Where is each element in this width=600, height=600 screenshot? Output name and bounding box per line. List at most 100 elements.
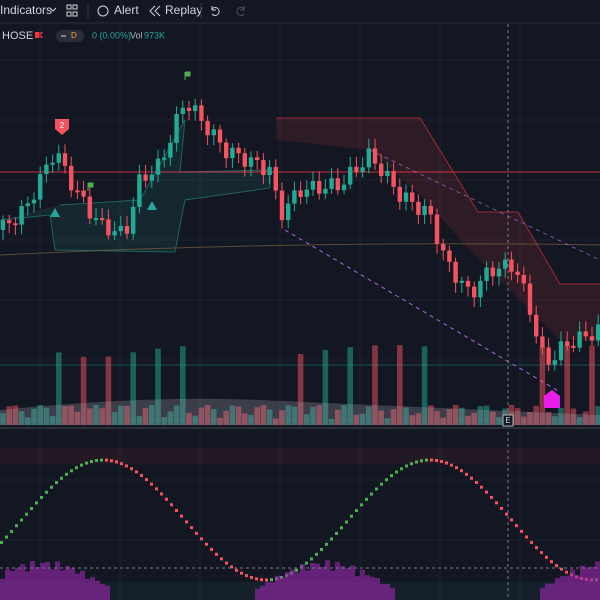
toolbar: Indicators Alert Replay xyxy=(0,3,245,19)
histogram-bar xyxy=(290,569,295,600)
candle-body xyxy=(112,231,117,236)
histogram-bar xyxy=(550,583,555,600)
candle-body xyxy=(521,274,526,284)
candle-body xyxy=(317,181,322,194)
candle-body xyxy=(248,157,254,167)
candle-body xyxy=(596,324,600,341)
oscillator-dot xyxy=(265,578,268,582)
histogram-bar xyxy=(40,563,45,600)
oscillator-dot xyxy=(405,464,408,468)
dropdown-arrow[interactable] xyxy=(49,7,57,12)
oscillator-dot xyxy=(20,518,23,522)
volume-bar xyxy=(242,413,248,425)
volume-bar xyxy=(204,405,211,425)
volume-bar xyxy=(335,409,341,425)
oscillator-dot xyxy=(260,578,263,582)
candle-body xyxy=(137,174,142,207)
volume-bar xyxy=(192,415,198,425)
symbol-legend: HOSE D 0 (0.00%) Vol 973K xyxy=(2,30,165,42)
event-badge[interactable] xyxy=(502,414,514,427)
histogram-bar xyxy=(345,568,350,600)
histogram-bar xyxy=(15,568,20,600)
candle-body xyxy=(230,147,235,159)
oscillator-dot xyxy=(250,576,253,580)
candle-body xyxy=(143,174,148,181)
histogram-bar xyxy=(30,560,35,600)
candle-body xyxy=(211,129,216,136)
volume-bar xyxy=(527,412,533,425)
oscillator-dot xyxy=(310,557,313,561)
candle-body xyxy=(453,261,458,283)
candle-body xyxy=(87,196,92,219)
layout-icon[interactable] xyxy=(66,4,78,17)
volume-bar xyxy=(124,405,130,425)
histogram-bar xyxy=(50,569,55,600)
candle-body xyxy=(93,218,99,221)
oscillator-dot xyxy=(245,574,248,578)
flag-icon[interactable] xyxy=(35,32,43,38)
histogram-bar xyxy=(540,587,545,600)
histogram-bar xyxy=(95,580,100,600)
oscillator-dot xyxy=(55,481,58,485)
candle-body xyxy=(348,166,353,185)
volume-bar xyxy=(198,407,205,425)
volume-bar xyxy=(62,406,68,425)
volume-bar xyxy=(545,412,552,425)
histogram-bar xyxy=(80,570,85,600)
volume-bar xyxy=(0,413,6,425)
histogram-bar xyxy=(350,565,355,600)
histogram-bar xyxy=(280,577,285,600)
alert-button[interactable]: Alert xyxy=(114,3,139,17)
oscillator-dot xyxy=(160,492,163,496)
oscillator-dot xyxy=(365,497,368,501)
alert-icon[interactable] xyxy=(97,5,109,17)
oscillator-dot xyxy=(520,529,523,533)
histogram-bar xyxy=(0,578,5,600)
candle-body xyxy=(434,214,440,244)
oscillator-dot xyxy=(490,495,493,499)
histogram-bar xyxy=(340,565,345,600)
oscillator-dot xyxy=(545,555,548,559)
candle-body xyxy=(509,259,514,272)
histogram-bar xyxy=(65,566,70,600)
candle-body xyxy=(13,223,18,226)
oscillator-dot xyxy=(200,537,203,541)
candle-body xyxy=(503,259,508,269)
candle-body xyxy=(385,170,390,177)
volume-bar xyxy=(111,411,118,425)
oscillator-dot xyxy=(420,459,423,463)
histogram-bar xyxy=(90,576,95,600)
symbol[interactable]: HOSE xyxy=(2,30,33,42)
volume-bar xyxy=(211,409,217,425)
volume-bar xyxy=(533,405,539,425)
volume-average xyxy=(0,398,600,425)
volume-bar xyxy=(6,406,12,425)
undo-button[interactable] xyxy=(211,6,220,16)
replay-button[interactable]: Replay xyxy=(165,3,202,17)
histogram-bar xyxy=(275,575,280,600)
oscillator-dot xyxy=(15,524,18,528)
redo-button[interactable] xyxy=(236,6,245,16)
indicators-button[interactable]: Indicators xyxy=(0,3,52,17)
replay-icon[interactable] xyxy=(149,5,161,17)
candle-body xyxy=(100,218,105,221)
oscillator-dot xyxy=(30,507,33,511)
overbought-zone xyxy=(0,448,600,464)
oscillator-dot xyxy=(415,460,418,464)
oscillator-dot xyxy=(85,461,88,465)
histogram-bar xyxy=(75,573,80,600)
channel-lower xyxy=(284,229,561,393)
candle-body xyxy=(38,174,43,200)
interval: D xyxy=(71,31,77,40)
event-label[interactable]: E xyxy=(505,416,510,425)
candle-body xyxy=(224,142,229,159)
histogram-bar xyxy=(360,569,365,600)
volume-bar xyxy=(372,345,378,425)
volume-bar xyxy=(322,350,329,425)
histogram-bar xyxy=(365,575,370,600)
oscillator-dot xyxy=(425,458,428,462)
candle-body xyxy=(441,243,446,251)
sell-marker xyxy=(544,390,560,408)
moving-average xyxy=(0,243,600,256)
volume-bar xyxy=(564,345,570,425)
